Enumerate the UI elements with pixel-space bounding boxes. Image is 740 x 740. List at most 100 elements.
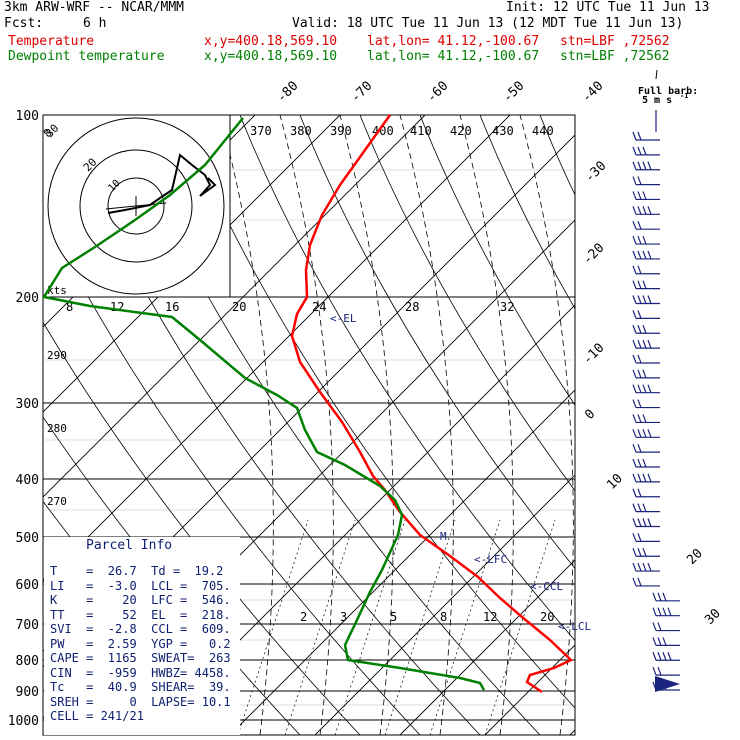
wind-barb-flag xyxy=(637,339,642,349)
dewpoint-legend-latlon: lat,lon= 41.12,-100.67 xyxy=(367,49,540,64)
moist-adiabat-line xyxy=(580,115,633,735)
wind-barb-flag xyxy=(642,325,647,334)
mixing-ratio-line xyxy=(284,519,356,735)
wind-barb xyxy=(632,562,660,572)
forecast-hour: 6 h xyxy=(83,16,107,31)
wind-barb-flag xyxy=(647,384,652,393)
hodo-speed-label: 28 xyxy=(405,300,419,314)
wind-barb-flag xyxy=(657,652,662,661)
wind-barb-flag xyxy=(647,518,652,527)
wind-barb xyxy=(632,250,660,260)
wind-barb xyxy=(632,235,660,245)
wind-barb xyxy=(632,458,660,468)
pressure-label: 400 xyxy=(16,473,39,488)
wind-barb xyxy=(632,399,660,409)
isotherm-line xyxy=(43,115,341,413)
wind-barb xyxy=(632,295,660,305)
wind-barb xyxy=(652,666,680,676)
wind-barb-flag xyxy=(642,235,647,245)
dry-adiabat-line xyxy=(239,115,575,642)
wind-barb xyxy=(632,577,660,587)
wind-barb xyxy=(632,443,660,453)
parcel-info-row: TT = 52 EL = 218. xyxy=(50,607,231,622)
pressure-label: 600 xyxy=(16,578,39,593)
moist-adiabat-line xyxy=(700,115,740,735)
pressure-label: 200 xyxy=(16,291,39,306)
wind-barb-flag xyxy=(637,518,642,527)
wind-barb xyxy=(632,548,660,557)
dry-adiabat-line xyxy=(479,115,575,310)
wind-barb xyxy=(652,607,680,617)
isotherm-line xyxy=(484,644,575,735)
wind-barb-flag xyxy=(647,562,652,572)
dewpoint-legend-xy: x,y=400.18,569.10 xyxy=(204,49,338,64)
parcel-info-row: CAPE = 1165 SWEAT= 263 xyxy=(50,651,231,665)
pressure-label: 700 xyxy=(16,618,39,633)
level-marker: <-CCL xyxy=(530,580,563,593)
wind-barb-flag xyxy=(637,577,642,587)
wind-barb-flag xyxy=(642,503,647,512)
level-marker: <-LCL xyxy=(558,620,591,633)
moist-adiabat-line xyxy=(399,115,454,735)
wind-barb-flag xyxy=(652,607,657,616)
wind-barb-flag xyxy=(642,339,647,349)
wind-barb-flag xyxy=(632,325,637,334)
mixing-ratio-label: 20 xyxy=(540,610,554,624)
wind-barb-flag xyxy=(642,369,647,379)
wind-barb-flag xyxy=(632,191,637,200)
level-marker: M xyxy=(440,530,447,543)
level-marker: <-EL xyxy=(330,312,357,325)
wind-barb-flag xyxy=(662,607,667,616)
wind-barb-flag xyxy=(637,369,642,379)
wind-barb-flag xyxy=(637,548,642,557)
wind-barb-flag xyxy=(637,562,642,572)
wind-barb-flag xyxy=(632,577,637,587)
wind-barb-flag xyxy=(652,592,657,602)
wind-barb-flag xyxy=(642,414,647,423)
wind-barb-flag xyxy=(642,250,647,260)
wind-barb-flag xyxy=(647,295,652,304)
forecast-label: Fcst: xyxy=(4,16,44,31)
hodo-speed-label: 20 xyxy=(232,300,246,314)
wind-barb-flag xyxy=(632,310,637,319)
wind-barb-flag xyxy=(657,607,662,616)
wind-barb-flag xyxy=(642,191,647,200)
wind-barb-flag xyxy=(637,206,642,215)
wind-barb xyxy=(632,339,660,349)
dry-adiabat-label: 290 xyxy=(47,349,67,362)
moist-adiabat-line xyxy=(279,115,334,735)
wind-barb-flag xyxy=(632,280,637,289)
wind-barb-flag xyxy=(637,310,642,319)
wind-barb-flag xyxy=(637,176,642,185)
wind-barb-flag xyxy=(662,592,667,602)
wind-barb xyxy=(632,161,660,171)
wind-barb xyxy=(632,280,660,290)
wind-barb-flag xyxy=(652,637,657,646)
parcel-info-row: PW = 2.59 YGP = 0.2 xyxy=(50,636,231,651)
wind-barb-flag xyxy=(642,206,647,215)
wind-barb xyxy=(632,369,660,379)
wind-barb-flag xyxy=(632,176,637,185)
wind-barb-flag xyxy=(637,191,642,200)
wind-barb xyxy=(652,622,680,632)
wind-barb-flag xyxy=(642,429,647,438)
isotherm-label: -80 xyxy=(274,79,301,106)
wind-barb-flag xyxy=(632,533,637,542)
dry-adiabat-line xyxy=(43,321,361,735)
wind-barb-flag xyxy=(637,399,642,408)
parcel-info-row: LI = -3.0 LCL = 705. xyxy=(50,578,231,593)
parcel-info-title: Parcel Info xyxy=(86,538,173,553)
wind-barb-flag xyxy=(632,503,637,512)
parcel-info-row: SREH = 0 LAPSE= 10.1 xyxy=(50,694,231,709)
temperature-legend-station: stn=LBF ,72562 xyxy=(560,34,670,49)
wind-barb-flag xyxy=(637,429,642,438)
isotherm-line xyxy=(229,389,575,735)
wind-barb-flag xyxy=(647,250,652,260)
moist-adiabat-line xyxy=(459,115,514,735)
theta-label: 370 xyxy=(250,124,272,138)
isotherm-label: 20 xyxy=(684,546,706,568)
pressure-label: 100 xyxy=(16,109,39,124)
wind-barb-flag xyxy=(662,637,667,646)
wind-barb xyxy=(632,265,660,275)
